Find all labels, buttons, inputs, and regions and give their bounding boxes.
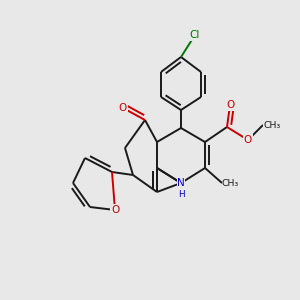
- Text: O: O: [244, 135, 252, 145]
- Text: N: N: [177, 178, 185, 188]
- Text: O: O: [111, 205, 119, 215]
- Text: O: O: [119, 103, 127, 113]
- Text: CH₃: CH₃: [263, 121, 280, 130]
- Text: O: O: [226, 100, 234, 110]
- Text: CH₃: CH₃: [222, 178, 239, 188]
- Text: H: H: [178, 190, 184, 199]
- Text: Cl: Cl: [190, 30, 200, 40]
